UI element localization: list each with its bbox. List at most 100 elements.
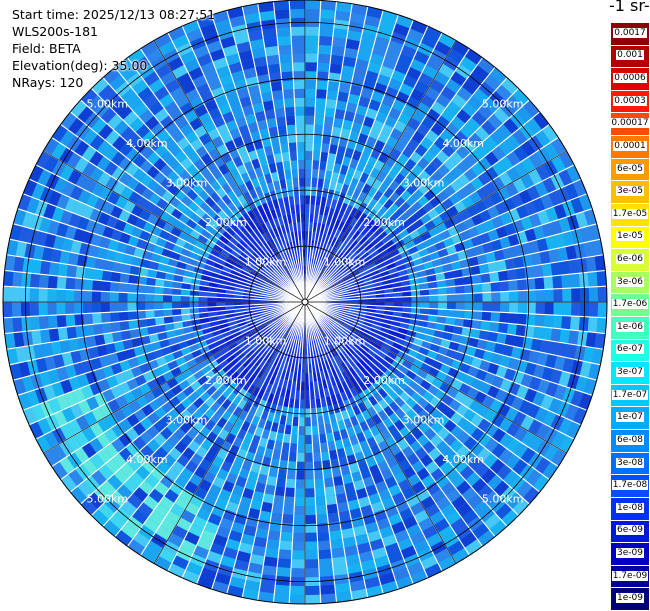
range-gate [483, 97, 500, 114]
range-gate [490, 238, 503, 252]
range-gate [445, 78, 462, 94]
range-gate [316, 187, 324, 197]
range-gate [319, 442, 329, 453]
range-gate [209, 191, 222, 203]
range-gate [225, 501, 240, 514]
range-gate [200, 61, 216, 75]
range-ring [248, 245, 362, 359]
range-gate [340, 232, 349, 243]
range-gate [292, 416, 299, 427]
range-gate [402, 74, 418, 89]
range-gate [357, 133, 369, 145]
range-gate [371, 357, 381, 368]
range-gate [239, 96, 253, 108]
range-gate [51, 142, 67, 160]
range-gate [524, 387, 538, 404]
range-gate [268, 375, 277, 385]
ray-separator [304, 301, 607, 319]
range-gate [336, 354, 344, 364]
range-gate [478, 329, 490, 341]
range-gate [118, 282, 129, 293]
range-gate [94, 334, 106, 347]
range-gate [516, 204, 529, 220]
range-gate [198, 177, 210, 190]
range-gate [288, 398, 295, 408]
range-gate [93, 268, 104, 281]
range-gate [51, 381, 65, 398]
range-gate [332, 209, 340, 220]
range-gate [571, 302, 581, 317]
range-gate [477, 432, 492, 448]
range-gate [262, 100, 275, 111]
range-ring-label: 2.00km [205, 374, 247, 387]
range-gate [507, 357, 520, 371]
range-gate [125, 147, 140, 163]
ray-separator [4, 269, 306, 303]
range-gate [448, 341, 460, 352]
range-gate [376, 216, 387, 227]
range-gate [336, 447, 347, 459]
range-gate [144, 473, 160, 489]
range-gate [207, 78, 223, 91]
range-gate [425, 108, 441, 123]
range-gate [267, 530, 281, 541]
range-gate [180, 539, 197, 554]
range-gate [467, 493, 484, 510]
range-gate [450, 333, 462, 344]
range-gate [543, 276, 554, 290]
range-gate [29, 421, 44, 440]
range-gate [435, 322, 446, 332]
range-gate [420, 379, 432, 391]
range-gate [388, 401, 401, 413]
range-gate [122, 338, 134, 351]
range-gate [393, 120, 408, 133]
range-gate [110, 97, 127, 114]
range-gate [153, 86, 170, 101]
range-gate [260, 222, 269, 233]
range-gate [18, 361, 31, 378]
range-gate [528, 418, 543, 436]
range-gate [314, 115, 325, 126]
range-gate [499, 280, 509, 292]
range-gate [230, 70, 246, 83]
range-gate [558, 371, 571, 388]
range-gate [178, 213, 190, 225]
range-gate [319, 261, 326, 271]
range-gate [148, 510, 165, 526]
range-gate [275, 267, 283, 276]
range-gate [528, 376, 542, 392]
range-gate [321, 321, 329, 330]
range-gate [202, 244, 213, 254]
range-gate [222, 547, 239, 560]
ray-separator [257, 3, 306, 303]
ray-separator [304, 3, 353, 303]
range-gate [118, 447, 134, 463]
range-gate [254, 282, 264, 289]
range-ring-label: 4.00km [126, 453, 168, 466]
range-gate [520, 140, 536, 157]
range-gate [140, 547, 159, 564]
range-gate [276, 567, 292, 577]
range-gate [251, 207, 261, 218]
range-gate [305, 488, 316, 498]
range-gate [470, 235, 483, 248]
colorbar-label-text: 1.7e-07 [611, 389, 649, 400]
ray-separator [114, 301, 306, 538]
range-gate [241, 266, 252, 274]
range-gate [261, 328, 271, 336]
range-gate [329, 63, 343, 74]
ray-separator [304, 301, 575, 440]
range-gate [216, 175, 228, 187]
range-gate [512, 177, 527, 194]
range-gate [505, 406, 519, 422]
range-gate [192, 74, 208, 89]
range-gate [252, 196, 262, 207]
colorbar-label: 0.00017 [610, 118, 650, 129]
range-gate [242, 346, 253, 356]
ray-separator [288, 301, 306, 604]
colorbar-label-text: 3e-08 [616, 457, 644, 468]
range-gate [171, 64, 189, 79]
ray-separator [304, 301, 601, 366]
colorbar-label-text: 1.7e-05 [611, 208, 649, 219]
range-gate [406, 523, 422, 538]
